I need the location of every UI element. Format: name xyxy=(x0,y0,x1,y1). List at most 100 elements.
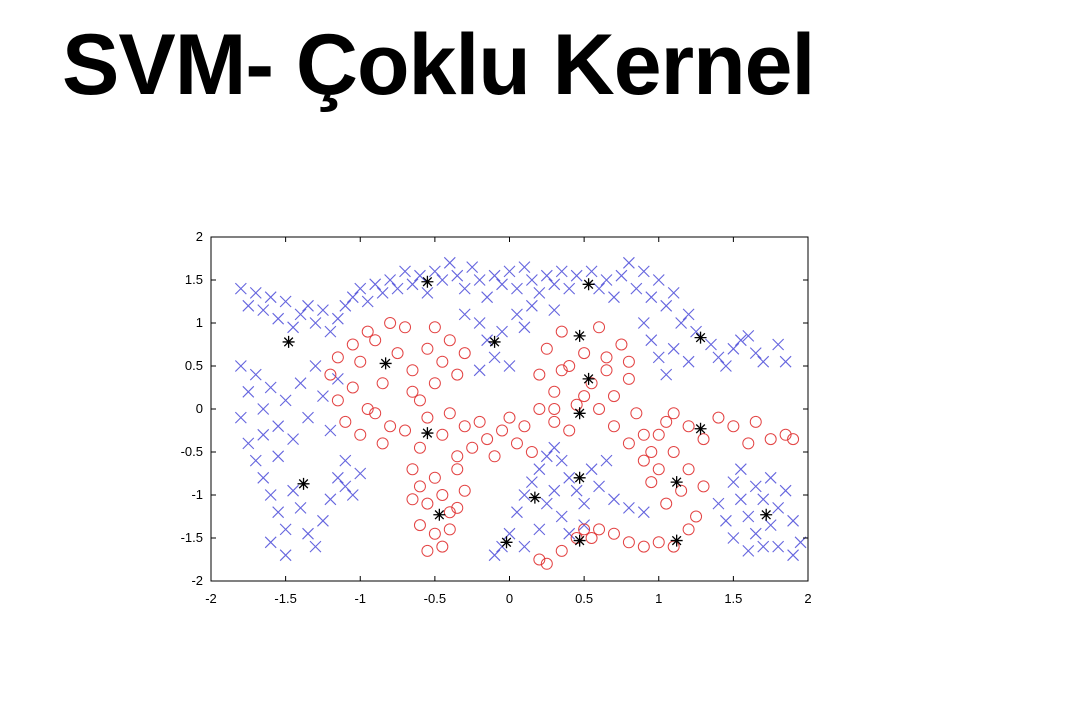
x-marker-point xyxy=(503,360,516,372)
support-vector-point xyxy=(379,357,392,370)
y-tick-label: 0.5 xyxy=(185,358,203,373)
x-marker-point xyxy=(727,476,740,488)
x-marker-point xyxy=(764,519,777,531)
x-marker-point xyxy=(346,489,359,501)
circle-marker-point xyxy=(533,403,546,415)
x-marker-point xyxy=(257,304,270,316)
circle-marker-point xyxy=(406,385,419,398)
circle-marker-point xyxy=(354,428,367,441)
x-marker-point xyxy=(354,282,367,295)
circle-marker-point xyxy=(421,342,434,355)
support-vector-point xyxy=(528,491,541,504)
x-marker-point xyxy=(518,261,531,273)
x-marker-point xyxy=(637,506,650,519)
circle-marker-point xyxy=(451,501,464,514)
x-marker-point xyxy=(525,274,538,286)
x-tick-label: 0.5 xyxy=(575,591,593,606)
circle-marker-point xyxy=(488,450,501,463)
x-marker-point xyxy=(264,291,277,304)
circle-marker-point xyxy=(585,377,598,390)
x-marker-point xyxy=(652,351,665,364)
x-marker-point xyxy=(570,269,583,282)
x-marker-point xyxy=(548,441,561,454)
markers-layer xyxy=(234,256,807,570)
circle-marker-point xyxy=(600,364,613,377)
x-marker-point xyxy=(331,373,344,385)
y-tick-label: 0 xyxy=(196,401,203,416)
x-marker-point xyxy=(458,308,471,321)
x-marker-point xyxy=(779,355,792,368)
circle-marker-point xyxy=(637,454,650,467)
x-marker-point xyxy=(384,274,396,286)
x-marker-point xyxy=(563,527,576,540)
x-tick-label: -0.5 xyxy=(424,591,446,606)
x-tick-label: 0 xyxy=(506,591,513,606)
x-marker-point xyxy=(257,428,270,441)
circle-marker-point xyxy=(443,334,456,347)
x-marker-point xyxy=(563,282,576,295)
support-vector-point xyxy=(694,331,707,344)
x-marker-point xyxy=(511,282,523,295)
x-marker-point xyxy=(317,514,329,527)
circle-marker-point xyxy=(436,489,449,501)
x-marker-point xyxy=(287,321,299,334)
circle-marker-point xyxy=(384,317,397,329)
x-tick-label: -1 xyxy=(354,591,366,606)
x-marker-point xyxy=(324,493,337,506)
circle-marker-point xyxy=(458,484,471,497)
circle-marker-point xyxy=(466,441,479,454)
x-marker-point xyxy=(548,304,561,316)
circle-marker-point xyxy=(443,407,456,420)
x-marker-point xyxy=(488,269,501,282)
support-vector-point xyxy=(670,534,683,547)
circle-marker-point xyxy=(607,420,620,433)
circle-marker-point xyxy=(428,377,441,390)
x-marker-point xyxy=(794,536,807,549)
x-marker-point xyxy=(428,265,441,278)
x-marker-point xyxy=(787,549,799,562)
circle-marker-point xyxy=(376,437,389,450)
x-marker-point xyxy=(339,480,352,493)
x-marker-point xyxy=(518,540,531,553)
circle-marker-point xyxy=(421,497,434,510)
x-marker-point xyxy=(757,540,770,553)
x-marker-point xyxy=(645,291,658,304)
circle-marker-point xyxy=(406,364,419,377)
circle-marker-point xyxy=(667,407,680,420)
x-marker-point xyxy=(279,523,292,536)
x-marker-point xyxy=(518,489,531,501)
circle-marker-point xyxy=(645,476,658,489)
circle-marker-point xyxy=(361,403,374,415)
circle-marker-point xyxy=(563,424,576,437)
x-marker-point xyxy=(548,484,561,497)
x-marker-point xyxy=(294,308,307,321)
support-vector-point xyxy=(500,536,513,549)
circle-marker-point xyxy=(406,493,419,506)
circle-marker-point xyxy=(473,415,486,428)
support-vector-point xyxy=(573,407,586,420)
x-marker-point xyxy=(772,540,785,553)
x-marker-point xyxy=(496,325,508,338)
circle-marker-point xyxy=(593,523,606,536)
circle-marker-point xyxy=(413,441,426,454)
support-vector-point xyxy=(573,534,586,547)
x-tick-label: -2 xyxy=(205,591,217,606)
x-marker-point xyxy=(742,545,755,557)
x-marker-point xyxy=(421,287,434,299)
x-marker-point xyxy=(473,364,486,377)
circle-marker-point xyxy=(578,390,591,403)
tick-layer: -2 -1.5 -1 -0.5 0 0.5 1 1.5 2 2 1.5 1 0.5 0 -0.5 -1 -1.5… xyxy=(181,229,812,606)
circle-marker-point xyxy=(652,536,665,549)
circle-marker-point xyxy=(533,368,546,381)
x-marker-point xyxy=(712,497,725,510)
circle-marker-point xyxy=(622,355,635,368)
x-marker-point xyxy=(600,274,613,286)
x-marker-point xyxy=(272,450,285,463)
x-marker-point xyxy=(660,368,673,381)
circle-marker-point xyxy=(630,407,643,420)
x-marker-point xyxy=(533,523,546,536)
x-marker-point xyxy=(585,265,598,278)
x-marker-point xyxy=(779,484,792,497)
circle-marker-point xyxy=(600,351,613,364)
